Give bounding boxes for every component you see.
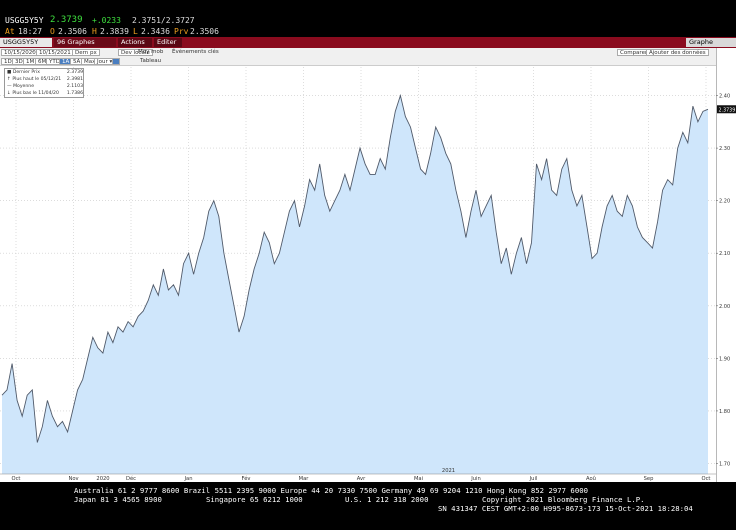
x-tick-label: Avr bbox=[357, 476, 366, 482]
legend-value: 1.7386 bbox=[66, 91, 83, 96]
square-icon: ■ bbox=[7, 70, 13, 75]
bid-ask: 2.3751/2.3727 bbox=[132, 16, 195, 25]
period-toolbar: 1D 3D 1M 6M YTD 1A 5A Max Jour ▾ Tableau bbox=[0, 57, 716, 66]
chart-area: Oct Nov Déc Jan Fév Mar Avr Mai Juin Juil Aoû Sep Oc… bbox=[0, 48, 716, 482]
last-price: 2.3739 bbox=[50, 15, 83, 25]
x-tick-label: Mar bbox=[299, 476, 310, 482]
x-tick-label: Aoû bbox=[586, 475, 596, 482]
x-tick-label: Oct bbox=[702, 476, 711, 482]
high-label: H bbox=[92, 27, 97, 36]
y-tick-label: 1.90 bbox=[719, 356, 730, 362]
last-value-badge bbox=[717, 105, 736, 114]
range-toolbar: 10/15/2020 - 10/15/2021 Dern px Dev loca… bbox=[0, 48, 716, 57]
last-value-label: 2.3739 bbox=[719, 107, 736, 113]
high-marker-icon: ↑ bbox=[7, 77, 13, 82]
graph-type-button[interactable]: Graphe (course) bbox=[686, 38, 736, 55]
moving-average-toggle[interactable]: Moy mob bbox=[138, 49, 164, 55]
actions-menu[interactable]: Actions ▾ bbox=[118, 38, 152, 55]
low-label: L bbox=[133, 27, 138, 36]
local-currency-selector[interactable]: Dev locale bbox=[118, 49, 153, 56]
x-axis: Oct Nov Déc Jan Fév Mar Avr Mai Juin Juil Aoû Sep Oc… bbox=[0, 468, 716, 482]
legend-value: 2.1103 bbox=[66, 84, 83, 89]
footer-contacts-us: U.S. 1 212 318 2000 bbox=[345, 495, 429, 504]
average-line-icon: — bbox=[7, 84, 14, 89]
x-tick-label: Sep bbox=[644, 476, 654, 482]
legend-label: Plus haut le 05/12/21 bbox=[12, 77, 62, 82]
footer: Australia 61 2 9777 8600 Brazil 5511 239… bbox=[0, 486, 736, 530]
high-value: 2.3839 bbox=[100, 27, 129, 36]
y-tick-label: 1.70 bbox=[719, 461, 730, 467]
table-toggle[interactable]: Tableau bbox=[140, 58, 162, 64]
legend-item-average: — Moyenne 2.1103 bbox=[7, 84, 83, 90]
x-tick-label: Déc bbox=[126, 475, 136, 482]
last-price-selector[interactable]: Dern px bbox=[72, 49, 100, 56]
x-tick-label: Jan bbox=[184, 476, 193, 482]
function-bar: USGG5Y5Y Index 96 Graphes suggérés Actio… bbox=[0, 37, 736, 55]
price-line bbox=[1, 93, 709, 443]
year-label: 2021 bbox=[442, 468, 455, 474]
quote-line: USGG5Y5Y 2.3739 +.0233 2.3751/2.3727 bbox=[0, 15, 736, 27]
y-tick-label: 2.40 bbox=[719, 94, 730, 100]
legend-item-high: ↑ Plus haut le 05/12/21 2.3981 bbox=[7, 77, 83, 83]
year-label: 2020 bbox=[96, 476, 109, 482]
y-axis-panel: 1.70 1.80 1.90 2.00 2.10 2.20 2.30 2.40 2.3739 bbox=[716, 48, 736, 482]
footer-session-info: SN 431347 CEST GMT+2:00 H995-8673-173 15… bbox=[438, 504, 693, 513]
y-tick-label: 2.30 bbox=[719, 146, 730, 152]
date-to-field[interactable]: 10/15/2021 bbox=[36, 49, 74, 56]
key-events-toggle[interactable]: Événements clés bbox=[172, 49, 219, 55]
y-tick-label: 2.00 bbox=[719, 304, 730, 310]
legend-item-last: ■ Dernier Prix 2.3739 bbox=[7, 70, 83, 76]
y-tick-label: 1.80 bbox=[719, 409, 730, 415]
x-tick-label: Nov bbox=[68, 476, 78, 482]
legend-label: Dernier Prix bbox=[12, 70, 40, 75]
price-chart: Oct Nov Déc Jan Fév Mar Avr Mai Juin Juil Aoû Sep Oc… bbox=[0, 64, 716, 482]
open-value: 2.3506 bbox=[58, 27, 87, 36]
y-tick-label: 2.10 bbox=[719, 251, 730, 257]
y-tick-label: 2.20 bbox=[719, 199, 730, 205]
edit-menu[interactable]: Editer ▾ bbox=[154, 38, 182, 55]
low-marker-icon: ↓ bbox=[7, 91, 13, 96]
x-tick-label: Juin bbox=[470, 476, 481, 482]
x-tick-label: Oct bbox=[12, 476, 21, 482]
x-tick-label: Mai bbox=[414, 476, 423, 482]
legend-item-low: ↓ Plus bas le 11/04/20 1.7386 bbox=[7, 91, 83, 97]
quote-time: 18:27 bbox=[18, 27, 43, 36]
security-tab[interactable]: USGG5Y5Y Index bbox=[0, 38, 52, 55]
x-tick-label: Juil bbox=[529, 476, 538, 482]
footer-contacts-1: Australia 61 2 9777 8600 Brazil 5511 239… bbox=[74, 486, 588, 495]
x-tick-label: Fév bbox=[242, 475, 251, 482]
ticker: USGG5Y5Y bbox=[5, 16, 44, 25]
low-value: 2.3436 bbox=[141, 27, 170, 36]
legend-label: Plus bas le 11/04/20 bbox=[12, 91, 59, 96]
footer-contacts-singapore: Singapore 65 6212 1000 bbox=[206, 495, 303, 504]
open-label: O bbox=[50, 27, 55, 36]
prev-value: 2.3506 bbox=[190, 27, 219, 36]
legend-label: Moyenne bbox=[13, 84, 35, 89]
price-change: +.0233 bbox=[92, 16, 121, 25]
prev-label: Prv bbox=[174, 27, 189, 36]
legend-value: 2.3739 bbox=[66, 70, 83, 75]
price-area-fill bbox=[2, 95, 708, 474]
legend-box: ■ Dernier Prix 2.3739 ↑ Plus haut le 05/… bbox=[4, 68, 84, 98]
legend-value: 2.3981 bbox=[66, 77, 83, 82]
chart-style-button[interactable] bbox=[112, 58, 120, 65]
footer-contacts-japan: Japan 81 3 4565 8900 bbox=[74, 495, 162, 504]
at-label: At bbox=[5, 27, 15, 36]
suggested-charts-button[interactable]: 96 Graphes suggérés bbox=[54, 38, 116, 55]
add-data-button[interactable]: Ajouter des données bbox=[646, 49, 709, 56]
footer-copyright: Copyright 2021 Bloomberg Finance L.P. bbox=[482, 495, 645, 504]
ohlc-line: At 18:27 O 2.3506 H 2.3839 L 2.3436 Prv … bbox=[0, 27, 736, 37]
y-axis: 1.70 1.80 1.90 2.00 2.10 2.20 2.30 2.40 2.3739 bbox=[716, 48, 736, 482]
